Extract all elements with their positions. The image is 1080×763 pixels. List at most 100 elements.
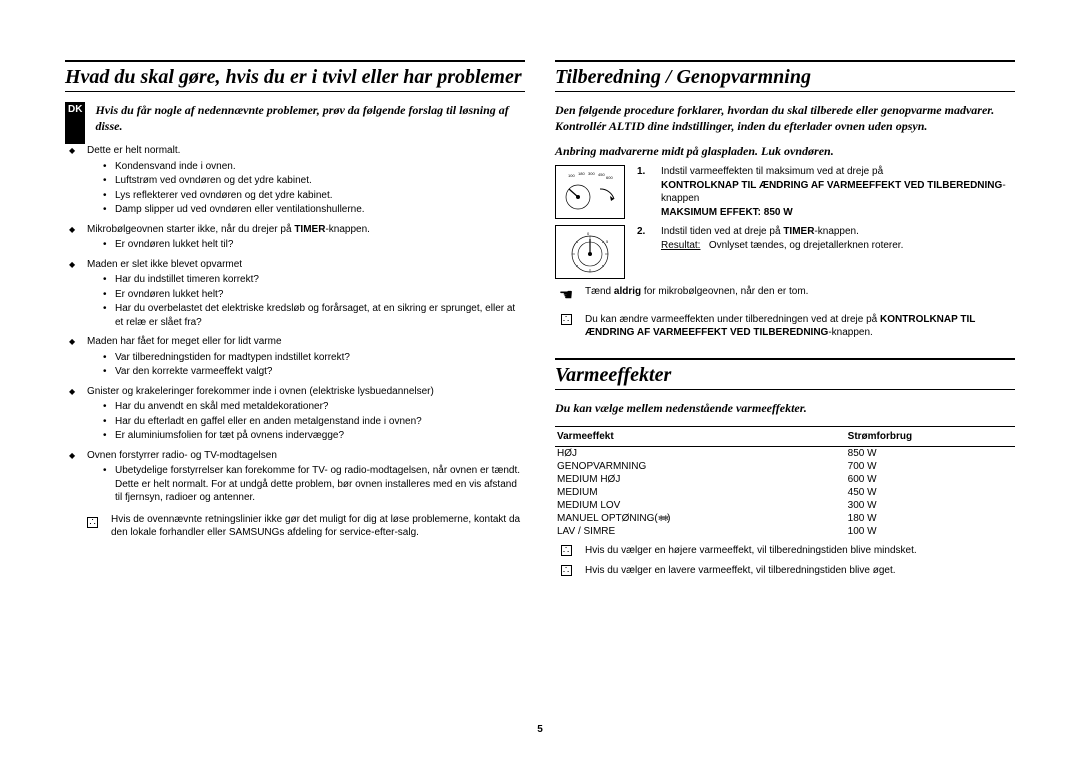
t: Ovnlyset tændes, og drejetallerknen rote… bbox=[709, 240, 904, 251]
svg-text:100: 100 bbox=[568, 173, 575, 178]
left-intro: Hvis du får nogle af nedennævnte problem… bbox=[95, 102, 525, 134]
table-row: MANUEL OPTØNING(❄❄)180 W bbox=[555, 512, 1015, 525]
table-note-2: ∴ Hvis du vælger en lavere varmeeffekt, … bbox=[555, 564, 1015, 578]
sub-item: Har du anvendt en skål med metaldekorati… bbox=[115, 400, 525, 414]
step-text: Indstil tiden ved at dreje på TIMER-knap… bbox=[661, 225, 1015, 279]
svg-text:300: 300 bbox=[588, 171, 595, 176]
intro-row: DK Hvis du får nogle af nedennævnte prob… bbox=[65, 102, 525, 144]
t: -knappen. bbox=[828, 327, 872, 338]
rule-top bbox=[65, 60, 525, 62]
t: TIMER bbox=[294, 224, 325, 235]
tip-text: Du kan ændre varmeeffekten under tilbere… bbox=[585, 313, 1015, 340]
warning-row: ☚ Tænd aldrig for mikrobølgeovnen, når d… bbox=[555, 285, 1015, 307]
step-number: 1. bbox=[637, 165, 651, 219]
note-text: Hvis du vælger en lavere varmeeffekt, vi… bbox=[585, 564, 1015, 578]
cell-power: 300 W bbox=[846, 499, 1015, 512]
right-sub1: Anbring madvarerne midt på glaspladen. L… bbox=[555, 144, 1015, 159]
t: Resultat: bbox=[661, 240, 700, 251]
table-row: GENOPVARMNING700 W bbox=[555, 460, 1015, 473]
cell-level: MEDIUM bbox=[555, 486, 846, 499]
note-icon: ∴ bbox=[87, 513, 101, 540]
step-1: 100180 300450 600 1. Indstil varmeeffekt… bbox=[555, 165, 1015, 219]
cell-level: GENOPVARMNING bbox=[555, 460, 846, 473]
sub-item: Er aluminiumsfolien for tæt på ovnens in… bbox=[115, 429, 525, 443]
sub-item: Er ovndøren lukket helt til? bbox=[115, 238, 525, 252]
t: -knappen. bbox=[325, 224, 369, 235]
th-power: Strømforbrug bbox=[846, 427, 1015, 447]
item-normal: Dette er helt normalt. Kondensvand inde … bbox=[87, 144, 525, 217]
defrost-icon: ❄❄ bbox=[658, 514, 667, 523]
table-row: HØJ850 W bbox=[555, 447, 1015, 461]
sub-item: Var tilberedningstiden for madtypen inds… bbox=[115, 351, 525, 365]
step-2: 0 5 2. Indstil tiden ved at dreje på TIM… bbox=[555, 225, 1015, 279]
cell-level: MEDIUM HØJ bbox=[555, 473, 846, 486]
cell-level: HØJ bbox=[555, 447, 846, 461]
warn-text: Tænd aldrig for mikrobølgeovnen, når den… bbox=[585, 285, 1015, 307]
t: MAKSIMUM EFFEKT: 850 W bbox=[661, 207, 793, 218]
item-head: Maden har fået for meget eller for lidt … bbox=[87, 336, 282, 347]
item-wrongheat: Maden har fået for meget eller for lidt … bbox=[87, 335, 525, 379]
t: Du kan ændre varmeeffekten under tilbere… bbox=[585, 314, 877, 325]
t: KONTROLKNAP TIL ÆNDRING AF VARMEEFFEKT V… bbox=[661, 180, 1002, 191]
sub-item: Har du indstillet timeren korrekt? bbox=[115, 273, 525, 287]
t: Indstil tiden ved at dreje på bbox=[661, 226, 783, 237]
item-noheating: Maden er slet ikke blevet opvarmet Har d… bbox=[87, 258, 525, 330]
item-head: Ovnen forstyrrer radio- og TV-modtagelse… bbox=[87, 450, 277, 461]
t: for mikrobølgeovnen, når den er tom. bbox=[641, 286, 808, 297]
rule-top bbox=[555, 60, 1015, 62]
cell-power: 450 W bbox=[846, 486, 1015, 499]
rule-thin2 bbox=[555, 389, 1015, 390]
item-nostart: Mikrobølgeovnen starter ikke, når du dre… bbox=[87, 223, 525, 252]
table-row: MEDIUM HØJ600 W bbox=[555, 473, 1015, 486]
svg-text:180: 180 bbox=[578, 171, 585, 176]
sub-item: Var den korrekte varmeeffekt valgt? bbox=[115, 365, 525, 379]
t: Tænd bbox=[585, 286, 614, 297]
cell-power: 850 W bbox=[846, 447, 1015, 461]
left-column: Hvad du skal gøre, hvis du er i tvivl el… bbox=[65, 60, 525, 577]
item-head: Dette er helt normalt. bbox=[87, 145, 180, 156]
cell-power: 180 W bbox=[846, 512, 1015, 525]
item-interference: Ovnen forstyrrer radio- og TV-modtagelse… bbox=[87, 449, 525, 505]
item-sparks: Gnister og krakeleringer forekommer inde… bbox=[87, 385, 525, 443]
cell-power: 700 W bbox=[846, 460, 1015, 473]
plus-icon: ∴ bbox=[557, 544, 575, 558]
t: TIMER bbox=[783, 226, 814, 237]
troubleshoot-list: Dette er helt normalt. Kondensvand inde … bbox=[65, 144, 525, 505]
cell-level: MEDIUM LOV bbox=[555, 499, 846, 512]
sub-item: Kondensvand inde i ovnen. bbox=[115, 160, 525, 174]
power-dial-figure: 100180 300450 600 bbox=[555, 165, 627, 219]
timer-dial-figure: 0 5 bbox=[555, 225, 627, 279]
right-intro2: Du kan vælge mellem nedenstående varmeef… bbox=[555, 400, 1015, 416]
t: -knappen. bbox=[814, 226, 858, 237]
hand-icon: ☚ bbox=[557, 285, 575, 307]
sub-item: Har du efterladt en gaffel eller en ande… bbox=[115, 415, 525, 429]
table-note-1: ∴ Hvis du vælger en højere varmeeffekt, … bbox=[555, 544, 1015, 558]
sub-item: Damp slipper ud ved ovndøren eller venti… bbox=[115, 203, 525, 217]
step-text: Indstil varmeeffekten til maksimum ved a… bbox=[661, 165, 1015, 219]
sub-list: Kondensvand inde i ovnen. Luftstrøm ved … bbox=[87, 160, 525, 217]
cell-power: 600 W bbox=[846, 473, 1015, 486]
table-row: MEDIUM LOV300 W bbox=[555, 499, 1015, 512]
sub-item: Ubetydelige forstyrrelser kan forekomme … bbox=[115, 464, 525, 505]
svg-text:600: 600 bbox=[606, 175, 613, 180]
tip-row: ∴ Du kan ændre varmeeffekten under tilbe… bbox=[555, 313, 1015, 340]
t: aldrig bbox=[614, 286, 641, 297]
step-number: 2. bbox=[637, 225, 651, 279]
power-table: Varmeeffekt Strømforbrug HØJ850 WGENOPVA… bbox=[555, 426, 1015, 538]
plus-icon: ∴ bbox=[557, 313, 575, 340]
sub-item: Lys reflekterer ved ovndøren og det ydre… bbox=[115, 189, 525, 203]
right-title1: Tilberedning / Genopvarmning bbox=[555, 66, 1015, 89]
service-note: ∴ Hvis de ovennævnte retningslinier ikke… bbox=[65, 513, 525, 540]
t: Mikrobølgeovnen starter ikke, når du dre… bbox=[87, 224, 294, 235]
right-column: Tilberedning / Genopvarmning Den følgend… bbox=[555, 60, 1015, 577]
manual-page: Hvad du skal gøre, hvis du er i tvivl el… bbox=[0, 0, 1080, 607]
sub-item: Luftstrøm ved ovndøren og det ydre kabin… bbox=[115, 174, 525, 188]
table-row: MEDIUM450 W bbox=[555, 486, 1015, 499]
th-level: Varmeeffekt bbox=[555, 427, 846, 447]
right-title2: Varmeeffekter bbox=[555, 364, 1015, 387]
table-row: LAV / SIMRE100 W bbox=[555, 525, 1015, 538]
note-text: Hvis du vælger en højere varmeeffekt, vi… bbox=[585, 544, 1015, 558]
svg-text:5: 5 bbox=[606, 239, 609, 244]
rule-thin bbox=[65, 91, 525, 92]
cell-power: 100 W bbox=[846, 525, 1015, 538]
